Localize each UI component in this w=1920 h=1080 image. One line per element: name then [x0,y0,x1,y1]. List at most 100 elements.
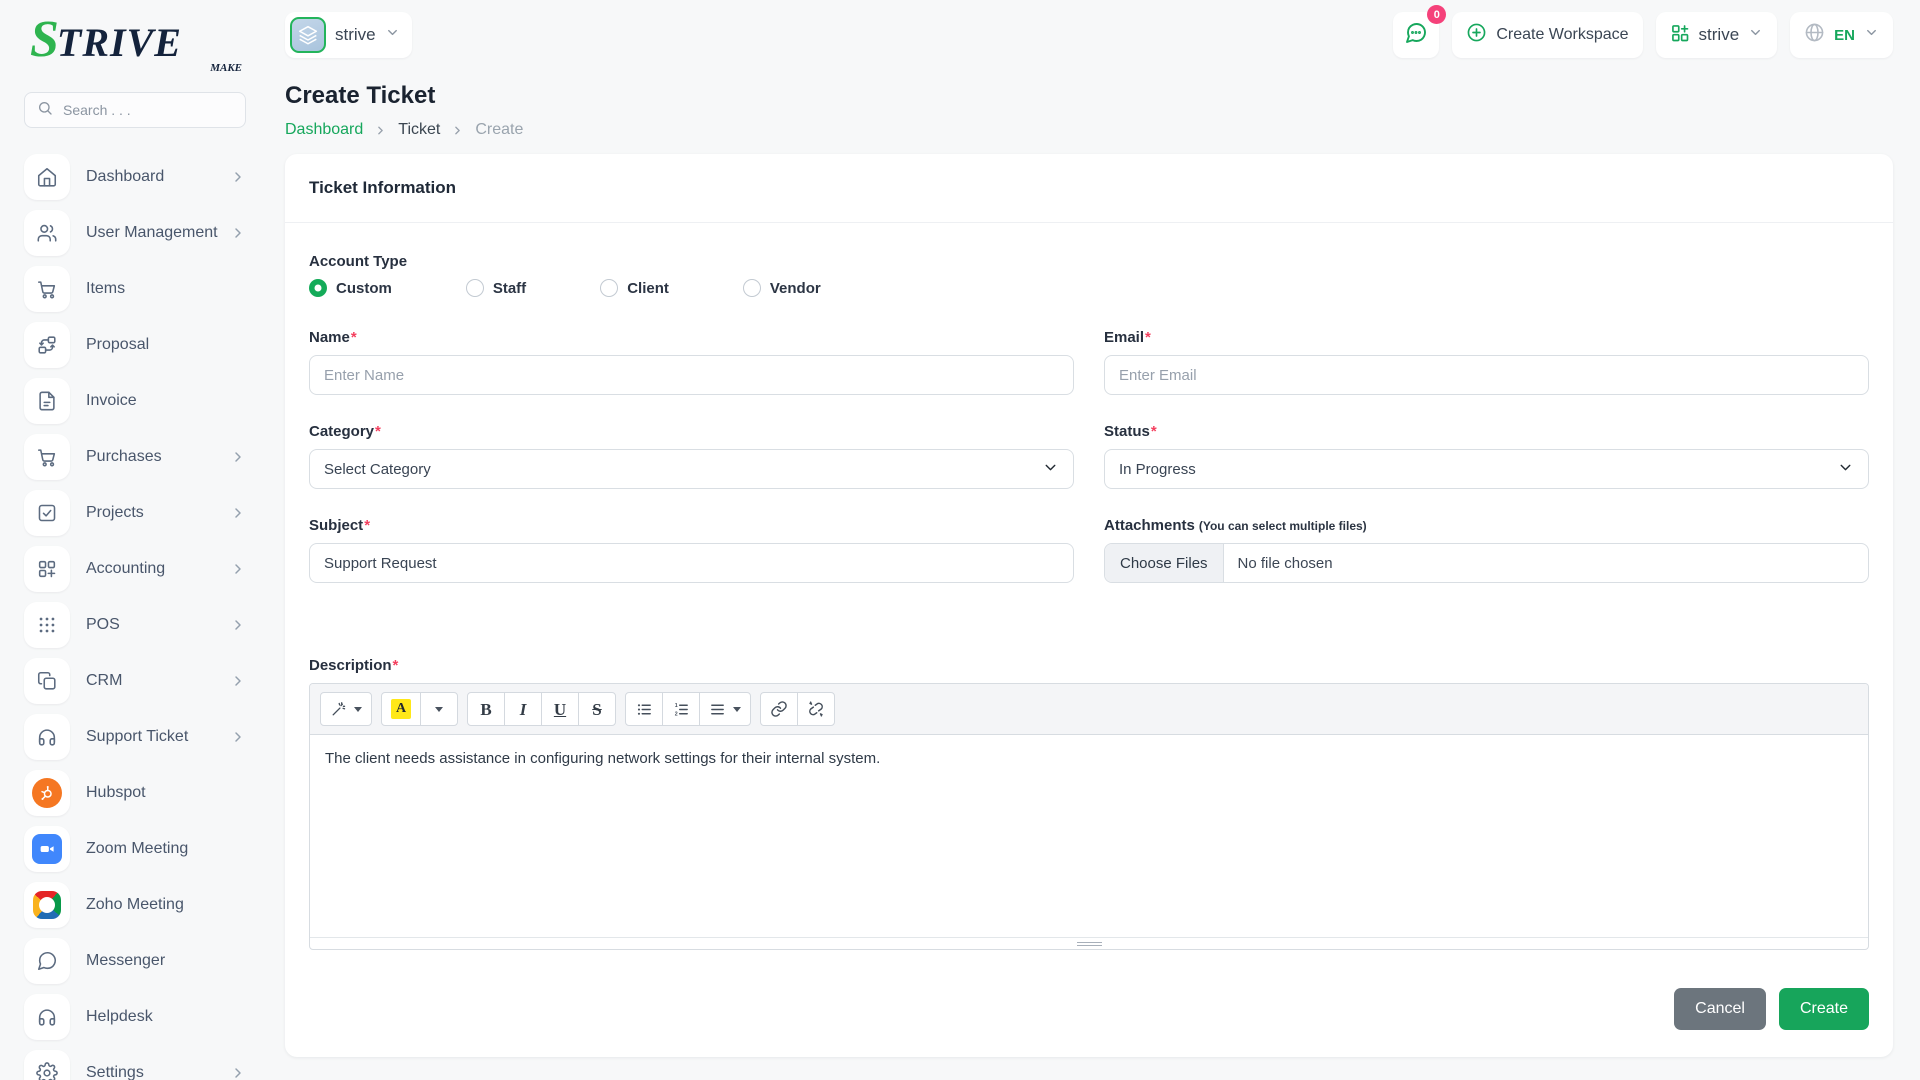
strikethrough-button[interactable]: S [578,692,616,726]
users-icon [24,210,70,256]
attachments-hint: (You can select multiple files) [1198,519,1367,533]
status-select[interactable]: In Progress [1104,449,1869,489]
sidebar-item-support-ticket[interactable]: Support Ticket [24,714,246,760]
radio-circle-icon[interactable] [600,279,619,297]
sidebar-item-dashboard[interactable]: Dashboard [24,154,246,200]
sidebar-item-invoice[interactable]: Invoice [24,378,246,424]
spacer [1104,253,1869,329]
caret-down-small-icon [435,706,443,712]
sidebar-item-label: Proposal [86,336,150,353]
link-button[interactable] [760,692,798,726]
dots-grid-icon [24,602,70,648]
chevron-right-icon [230,449,246,465]
breadcrumb-create: Create [475,121,524,138]
sidebar-item-helpdesk[interactable]: Helpdesk [24,994,246,1040]
sidebar-item-user-management[interactable]: User Management [24,210,246,256]
toolbar-group-color: A [381,692,458,726]
radio-staff[interactable]: Staff [465,279,526,297]
workspace-switcher[interactable]: strive [285,12,412,58]
zoom-icon [24,826,70,872]
sidebar-item-hubspot[interactable]: Hubspot [24,770,246,816]
email-input[interactable] [1104,355,1869,395]
choose-files-button[interactable]: Choose Files [1105,544,1224,582]
chevron-right-icon [230,1065,246,1080]
underline-button[interactable]: U [541,692,579,726]
logo-initial: S [30,11,59,68]
ticket-form-card: Ticket Information Account Type Custom St… [285,154,1893,1057]
topbar-actions: 0 Create Workspace strive [1393,5,1893,58]
name-label: Name* [309,329,357,346]
language-label: EN [1834,26,1855,44]
chevron-right-icon [230,673,246,689]
radio-circle-icon[interactable] [465,279,484,297]
message-circle-icon [24,938,70,984]
chevron-right-icon [230,561,246,577]
app-logo[interactable]: S TRIVE MAKE [24,11,246,75]
breadcrumb-dashboard[interactable]: Dashboard [285,121,364,138]
resize-grip-icon [1076,941,1102,946]
search-input[interactable] [61,101,233,119]
sidebar-item-label: Zoho Meeting [86,896,184,913]
category-select[interactable]: Select Category [309,449,1074,489]
cancel-button[interactable]: Cancel [1674,988,1766,1030]
radio-custom[interactable]: Custom [309,279,392,297]
paragraph-align-button[interactable] [699,692,751,726]
font-color-button[interactable]: A [381,692,421,726]
unlink-icon [807,700,825,718]
sidebar-item-label: Helpdesk [86,1008,153,1025]
editor-resize-handle[interactable] [310,937,1868,949]
zoho-icon [24,882,70,928]
language-selector[interactable]: EN [1790,12,1893,58]
breadcrumb: Dashboard Ticket Create [285,121,1893,139]
bold-button[interactable]: B [467,692,505,726]
chevron-right-icon [230,729,246,745]
headphones-icon [24,994,70,1040]
check-square-icon [24,490,70,536]
sidebar-item-label: Settings [86,1064,144,1080]
unlink-button[interactable] [797,692,835,726]
email-field: Email* [1104,329,1869,395]
sidebar-item-label: User Management [86,224,218,241]
italic-button[interactable]: I [504,692,542,726]
sidebar-item-pos[interactable]: POS [24,602,246,648]
layers-icon [290,17,326,53]
radio-client[interactable]: Client [600,279,669,297]
subject-input[interactable] [309,543,1074,583]
caret-down-small-button[interactable] [420,692,458,726]
category-label: Category* [309,423,381,440]
caret-down-icon [354,706,362,712]
sidebar-item-proposal[interactable]: Proposal [24,322,246,368]
name-input[interactable] [309,355,1074,395]
sidebar-item-projects[interactable]: Projects [24,490,246,536]
sidebar-item-messenger[interactable]: Messenger [24,938,246,984]
radio-vendor[interactable]: Vendor [742,279,821,297]
unordered-list-button[interactable] [625,692,663,726]
radio-circle-icon[interactable] [309,279,327,297]
required-asterisk: * [350,329,357,346]
sidebar-item-zoom-meeting[interactable]: Zoom Meeting [24,826,246,872]
bold-icon: B [480,699,492,719]
sidebar-item-purchases[interactable]: Purchases [24,434,246,480]
divider [285,222,1893,223]
file-input[interactable]: Choose Files No file chosen [1104,543,1869,583]
sidebar-item-items[interactable]: Items [24,266,246,312]
sidebar-item-settings[interactable]: Settings [24,1050,246,1080]
sidebar-item-crm[interactable]: CRM [24,658,246,704]
subject-field: Subject* [309,517,1074,583]
editor-content[interactable]: The client needs assistance in configuri… [325,750,881,767]
sidebar-item-accounting[interactable]: Accounting [24,546,246,592]
radio-circle-icon[interactable] [742,279,761,297]
chat-button[interactable]: 0 [1393,5,1447,58]
create-workspace-button[interactable]: Create Workspace [1452,12,1643,58]
sidebar-item-zoho-meeting[interactable]: Zoho Meeting [24,882,246,928]
magic-wand-button[interactable] [320,692,372,726]
sidebar-item-label: Purchases [86,448,162,465]
workspace-menu[interactable]: strive [1655,12,1778,58]
create-button[interactable]: Create [1778,988,1869,1030]
logo-text: TRIVE [56,20,182,65]
